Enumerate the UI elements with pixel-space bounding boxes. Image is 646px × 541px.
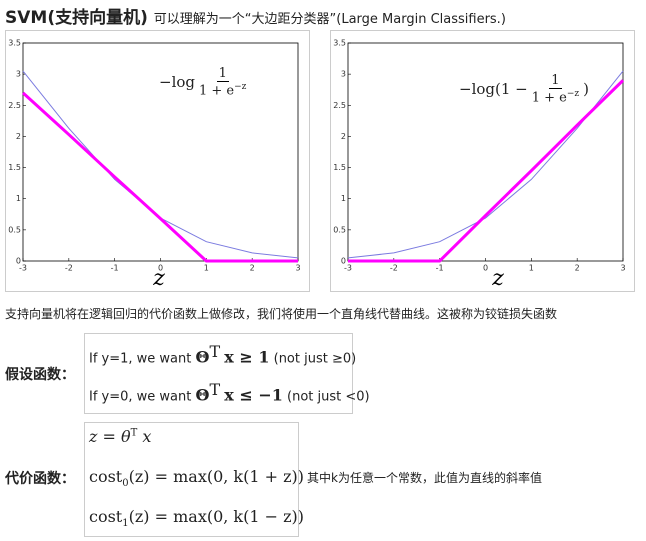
expr: x ≤ −1 bbox=[224, 385, 283, 405]
x-tick-label: -3 bbox=[344, 264, 352, 273]
cost-expr: (z) = max(0, k(1 − z)) bbox=[128, 507, 305, 526]
y-tick-label: 0.5 bbox=[8, 225, 21, 234]
exponent: −z bbox=[566, 89, 580, 99]
sub: 1 bbox=[122, 518, 129, 530]
sub: 0 bbox=[122, 478, 129, 490]
hypothesis-label: 假设函数： bbox=[5, 367, 75, 383]
cost-note: 其中k为任意一个常数，此值为直线的斜率值 bbox=[307, 471, 542, 485]
x-tick-label: -2 bbox=[390, 264, 398, 273]
y-tick-label: 1 bbox=[341, 194, 346, 203]
theta: Θ bbox=[195, 385, 210, 405]
curve bbox=[348, 79, 625, 263]
hypothesis-line: If y=0, we want ΘT x ≤ −1 (not just <0) bbox=[89, 380, 370, 404]
y-tick-label: 3 bbox=[16, 70, 21, 79]
y-tick-label: 1.5 bbox=[8, 163, 21, 172]
curve bbox=[21, 91, 298, 263]
y-tick-label: 3.5 bbox=[8, 39, 21, 48]
sup: T bbox=[130, 427, 138, 439]
hypothesis-line: If y=1, we want ΘT x ≥ 1 (not just ≥0) bbox=[89, 342, 356, 366]
y-tick-label: 3.5 bbox=[333, 39, 346, 48]
z-line: z = θT x bbox=[89, 427, 151, 446]
denominator-text: 1 + e bbox=[199, 83, 235, 99]
x-tick-label: 1 bbox=[204, 264, 209, 273]
cost-expr: (z) = max(0, k(1 + z)) bbox=[128, 467, 305, 486]
expr: x ≥ 1 bbox=[224, 347, 270, 367]
y-tick-label: 3 bbox=[341, 70, 346, 79]
x-tick-label: 0 bbox=[158, 264, 163, 273]
y-tick-label: 2 bbox=[341, 132, 346, 141]
x-tick-label: 2 bbox=[250, 264, 255, 273]
exponent: −z bbox=[234, 82, 247, 92]
cost-label: 代价函数： bbox=[5, 471, 75, 487]
title-text: SVM(支持向量机) bbox=[5, 8, 148, 28]
sup: T bbox=[209, 380, 221, 399]
numerator: 1 bbox=[216, 66, 229, 82]
line-text: If y=0, we want bbox=[89, 389, 192, 405]
plot-svg: 0 0.5 1 1.5 2 2.5 3 3.5 -3 -2 -1 0 1 2 3 z bbox=[8, 39, 300, 292]
y-tick-label: 2.5 bbox=[333, 101, 346, 110]
paragraph: 支持向量机将在逻辑回归的代价函数上做修改，我们将使用一个直角线代替曲线。这被称为… bbox=[5, 307, 558, 321]
title: SVM(支持向量机) 可以理解为一个“大边距分类器”(Large Margin … bbox=[5, 3, 506, 28]
y-tick-label: 2.5 bbox=[8, 101, 21, 110]
x-axis-label: z bbox=[491, 266, 504, 291]
x-tick-label: -1 bbox=[436, 264, 444, 273]
x-tick-label: 1 bbox=[529, 264, 534, 273]
formula-prefix: −log bbox=[159, 73, 195, 92]
rhs: x bbox=[142, 427, 152, 446]
formula-suffix: ) bbox=[583, 80, 590, 99]
x-tick-label: -1 bbox=[111, 264, 119, 273]
curve bbox=[347, 70, 624, 259]
lhs: z = θ bbox=[89, 427, 131, 446]
denominator: 1 + e−z bbox=[532, 89, 579, 105]
y-tick-label: 1.5 bbox=[333, 163, 346, 172]
y-tick-label: 0 bbox=[16, 257, 21, 266]
hypothesis-box: If y=1, we want ΘT x ≥ 1 (not just ≥0) I… bbox=[84, 333, 370, 414]
denominator: 1 + e−z bbox=[199, 82, 246, 98]
x-axis-label: z bbox=[152, 266, 165, 291]
y-tick-label: 1 bbox=[16, 194, 21, 203]
plot-svg: 0 0.5 1 1.5 2 2.5 3 3.5 -3 -2 -1 0 1 2 3 z bbox=[333, 39, 625, 292]
x-tick-label: 0 bbox=[483, 264, 488, 273]
numerator: 1 bbox=[549, 73, 562, 89]
subtitle: 可以理解为一个“大边距分类器”(Large Margin Classifiers… bbox=[153, 12, 506, 27]
sup: T bbox=[209, 342, 221, 361]
y-tick-label: 2 bbox=[16, 132, 21, 141]
cost-name: cost bbox=[89, 467, 123, 486]
curve bbox=[22, 70, 299, 259]
cost-line: cost1(z) = max(0, k(1 − z)) bbox=[89, 507, 304, 529]
x-tick-label: 3 bbox=[620, 264, 625, 273]
cost-name: cost bbox=[89, 507, 123, 526]
x-tick-label: 3 bbox=[295, 264, 300, 273]
y-tick-label: 0 bbox=[341, 257, 346, 266]
x-tick-label: -2 bbox=[65, 264, 73, 273]
y-tick-label: 0.5 bbox=[333, 225, 346, 234]
formula-prefix: −log(1 − bbox=[459, 80, 528, 99]
x-tick-label: -3 bbox=[19, 264, 27, 273]
line-text: If y=1, we want bbox=[89, 351, 192, 367]
x-tick-label: 2 bbox=[575, 264, 580, 273]
theta: Θ bbox=[195, 347, 210, 367]
cost-box: z = θT x cost0(z) = max(0, k(1 + z)) cos… bbox=[84, 422, 304, 537]
cost-line: cost0(z) = max(0, k(1 + z)) bbox=[89, 467, 304, 489]
line-note: (not just ≥0) bbox=[273, 351, 357, 367]
denominator-text: 1 + e bbox=[531, 90, 567, 106]
line-note: (not just <0) bbox=[287, 389, 370, 405]
